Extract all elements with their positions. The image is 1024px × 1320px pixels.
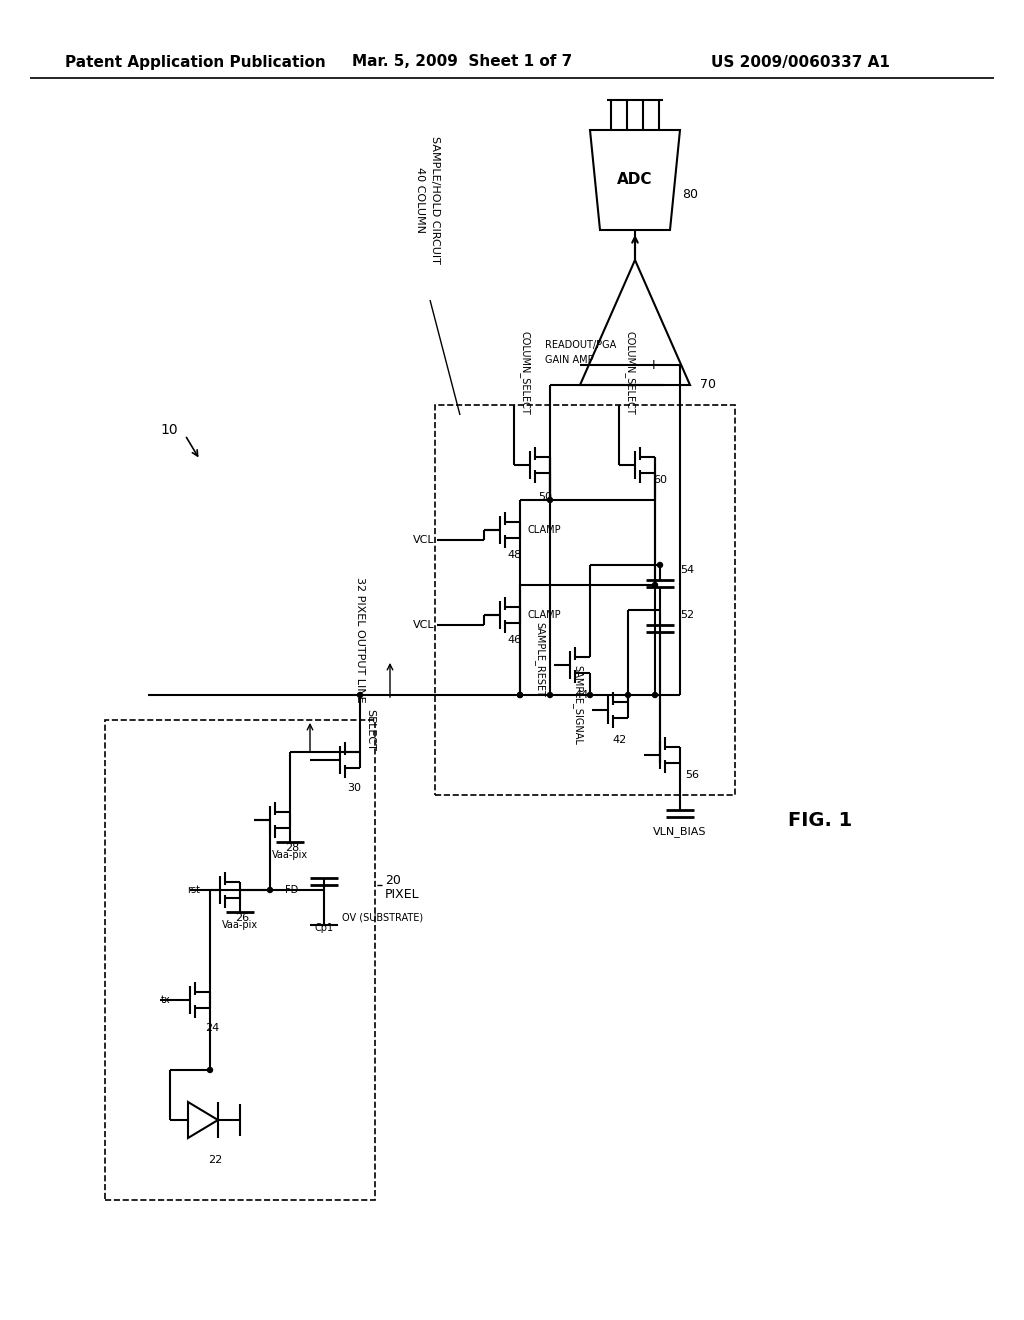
Circle shape xyxy=(548,498,553,503)
Text: ADC: ADC xyxy=(617,173,652,187)
Text: 24: 24 xyxy=(205,1023,219,1034)
Text: 26: 26 xyxy=(234,913,249,923)
Bar xyxy=(435,405,735,795)
Text: 20: 20 xyxy=(385,874,400,887)
Text: SELECT: SELECT xyxy=(365,709,375,751)
Text: +: + xyxy=(647,358,658,372)
Text: 44: 44 xyxy=(574,690,589,700)
Text: Vaa-pix: Vaa-pix xyxy=(272,850,308,861)
Text: CLAMP: CLAMP xyxy=(527,525,560,535)
Text: READOUT/PGA: READOUT/PGA xyxy=(545,341,616,350)
Text: 30: 30 xyxy=(347,783,361,793)
Text: VCL: VCL xyxy=(414,620,435,630)
Text: PIXEL: PIXEL xyxy=(385,888,420,902)
Text: 42: 42 xyxy=(613,735,627,744)
Circle shape xyxy=(517,693,522,697)
Text: FD: FD xyxy=(285,884,298,895)
Circle shape xyxy=(517,693,522,697)
Bar xyxy=(105,719,375,1200)
Text: VLN_BIAS: VLN_BIAS xyxy=(653,826,707,837)
Circle shape xyxy=(357,693,362,697)
Text: 60: 60 xyxy=(653,475,667,484)
Text: 70: 70 xyxy=(700,379,716,392)
Circle shape xyxy=(588,693,593,697)
Circle shape xyxy=(652,582,657,587)
Text: 48: 48 xyxy=(508,550,522,560)
Text: Cp1: Cp1 xyxy=(314,923,334,933)
Text: 32 PIXEL OUTPUT LINE: 32 PIXEL OUTPUT LINE xyxy=(355,577,365,702)
Text: 80: 80 xyxy=(682,189,698,202)
Text: VCL: VCL xyxy=(414,535,435,545)
Text: Patent Application Publication: Patent Application Publication xyxy=(65,54,326,70)
Text: 56: 56 xyxy=(685,770,699,780)
Text: CLAMP: CLAMP xyxy=(527,610,560,620)
Text: COLUMN_SELECT: COLUMN_SELECT xyxy=(519,331,530,414)
Text: FIG. 1: FIG. 1 xyxy=(787,810,852,829)
Text: 54: 54 xyxy=(680,565,694,576)
Text: GAIN AMP: GAIN AMP xyxy=(545,355,594,366)
Text: 22: 22 xyxy=(208,1155,222,1166)
Text: SAMPLE/HOLD CIRCUIT: SAMPLE/HOLD CIRCUIT xyxy=(430,136,440,264)
Text: SAMPLE_RESET: SAMPLE_RESET xyxy=(535,623,545,697)
Text: OV (SUBSTRATE): OV (SUBSTRATE) xyxy=(342,913,423,923)
Text: 50: 50 xyxy=(538,492,552,502)
Text: tx: tx xyxy=(161,995,170,1005)
Circle shape xyxy=(548,693,553,697)
Text: Mar. 5, 2009  Sheet 1 of 7: Mar. 5, 2009 Sheet 1 of 7 xyxy=(352,54,572,70)
Text: US 2009/0060337 A1: US 2009/0060337 A1 xyxy=(711,54,890,70)
Text: 52: 52 xyxy=(680,610,694,620)
Text: 40 COLUMN: 40 COLUMN xyxy=(415,168,425,234)
Circle shape xyxy=(626,693,631,697)
Circle shape xyxy=(267,887,272,892)
Circle shape xyxy=(657,562,663,568)
Text: SAMPLE_SIGNAL: SAMPLE_SIGNAL xyxy=(572,665,583,744)
Circle shape xyxy=(208,1068,213,1072)
Text: rst: rst xyxy=(187,884,200,895)
Text: 46: 46 xyxy=(508,635,522,645)
Text: Vaa-pix: Vaa-pix xyxy=(222,920,258,931)
Circle shape xyxy=(652,693,657,697)
Text: 28: 28 xyxy=(285,843,299,853)
Text: 10: 10 xyxy=(161,422,178,437)
Text: COLUMN_SELECT: COLUMN_SELECT xyxy=(625,331,636,414)
Text: -: - xyxy=(614,359,620,371)
